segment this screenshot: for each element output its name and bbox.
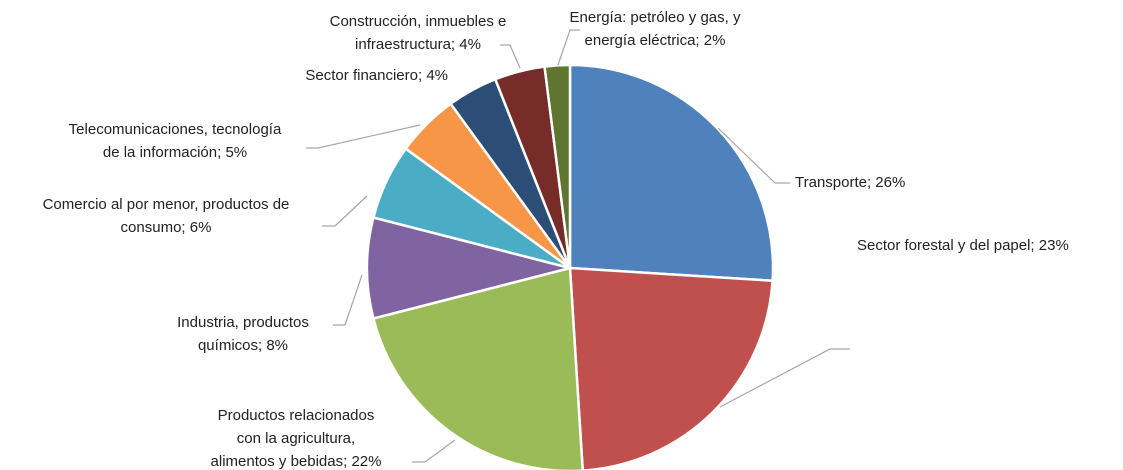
data-label: de la información; 5% bbox=[103, 144, 247, 161]
pie-slice bbox=[543, 63, 572, 269]
leader-line bbox=[412, 439, 456, 463]
data-label: Construcción, inmuebles e bbox=[330, 13, 507, 30]
pie-slice bbox=[568, 266, 774, 470]
data-label: Productos relacionados bbox=[218, 407, 375, 424]
data-label: consumo; 6% bbox=[121, 219, 212, 236]
data-label: Sector financiero; 4% bbox=[305, 67, 448, 84]
data-label: alimentos y bebidas; 22% bbox=[211, 453, 382, 470]
data-label: energía eléctrica; 2% bbox=[585, 32, 726, 49]
leader-line bbox=[333, 274, 363, 326]
leader-line bbox=[719, 348, 850, 408]
data-label: Industria, productos bbox=[177, 314, 309, 331]
leader-line bbox=[557, 29, 580, 66]
data-label: Energía: petróleo y gas, y bbox=[570, 9, 741, 26]
pie-slice bbox=[371, 266, 584, 470]
data-label: con la agricultura, bbox=[237, 430, 355, 447]
data-label: Sector forestal y del papel; 23% bbox=[857, 237, 1069, 254]
leader-line bbox=[322, 195, 368, 227]
leader-line bbox=[306, 124, 421, 149]
pie-slice bbox=[568, 63, 775, 283]
data-label: Comercio al por menor, productos de bbox=[43, 196, 290, 213]
pie-slice bbox=[365, 215, 571, 321]
data-label: infraestructura; 4% bbox=[355, 36, 481, 53]
leader-line bbox=[717, 127, 790, 184]
data-label: Telecomunicaciones, tecnología bbox=[69, 121, 282, 138]
leader-line bbox=[500, 44, 521, 69]
data-label: químicos; 8% bbox=[198, 337, 288, 354]
data-label: Transporte; 26% bbox=[795, 174, 905, 191]
